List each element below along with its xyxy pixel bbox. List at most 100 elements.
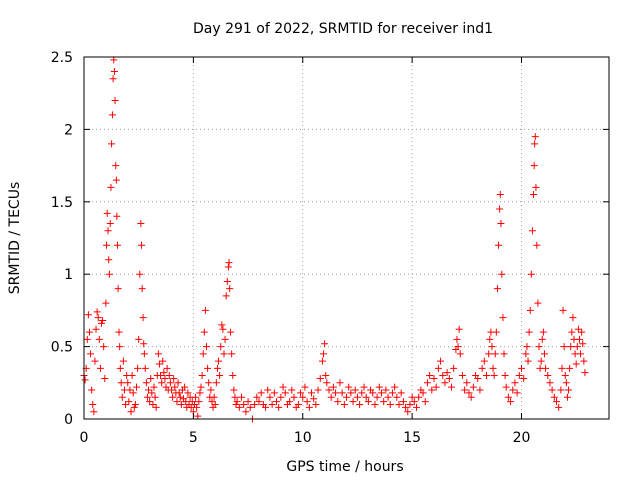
data-point xyxy=(353,393,361,401)
data-point xyxy=(108,140,116,148)
data-point xyxy=(362,393,370,401)
data-point xyxy=(428,386,436,394)
data-point xyxy=(126,386,134,394)
data-point xyxy=(218,321,226,329)
data-point xyxy=(99,317,107,325)
data-point xyxy=(578,328,586,336)
data-point xyxy=(498,270,506,278)
data-point xyxy=(84,311,92,319)
data-point xyxy=(299,393,307,401)
data-point xyxy=(327,393,335,401)
data-point xyxy=(483,372,490,380)
data-point xyxy=(397,389,405,397)
data-point xyxy=(410,398,418,406)
data-point xyxy=(215,357,223,365)
data-point xyxy=(204,364,212,372)
data-point xyxy=(221,335,229,343)
data-point xyxy=(540,350,548,358)
data-point xyxy=(562,379,570,387)
data-point xyxy=(217,343,225,351)
data-point xyxy=(138,285,146,293)
data-point xyxy=(226,285,234,293)
data-point xyxy=(240,401,248,409)
data-point xyxy=(227,328,235,336)
y-tick-label: 0.5 xyxy=(51,340,73,356)
data-point xyxy=(101,374,109,382)
data-point xyxy=(242,408,250,416)
data-point xyxy=(273,398,280,406)
data-point xyxy=(537,357,545,365)
data-point xyxy=(573,343,581,351)
data-point xyxy=(404,408,412,416)
data-point xyxy=(458,372,466,380)
data-point xyxy=(495,241,503,249)
data-point xyxy=(175,389,183,397)
data-point xyxy=(140,340,148,348)
data-point xyxy=(534,299,542,307)
data-point xyxy=(329,383,337,391)
data-point xyxy=(151,393,159,401)
data-point xyxy=(369,389,377,397)
y-axis-title: SRMTID / TECUs xyxy=(7,182,23,295)
data-point xyxy=(568,328,576,336)
data-point xyxy=(501,372,509,380)
plot-frame xyxy=(83,56,610,420)
data-point xyxy=(85,328,93,336)
data-point xyxy=(232,401,240,409)
data-point xyxy=(203,343,210,351)
data-point xyxy=(169,393,177,401)
data-point xyxy=(137,220,145,228)
data-point xyxy=(95,335,103,343)
data-point xyxy=(93,308,101,316)
data-point xyxy=(145,386,153,394)
data-point xyxy=(138,241,146,249)
data-point xyxy=(246,403,254,411)
data-point xyxy=(150,383,158,391)
data-point xyxy=(193,403,201,411)
data-point xyxy=(257,389,265,397)
data-point xyxy=(321,340,329,348)
data-point xyxy=(461,386,469,394)
data-point xyxy=(343,393,350,401)
data-point xyxy=(308,389,315,397)
data-point xyxy=(305,403,313,411)
data-point xyxy=(92,325,100,333)
data-point xyxy=(430,374,438,382)
x-tick-label: 20 xyxy=(513,430,531,446)
x-tick-label: 0 xyxy=(80,430,89,446)
y-tick-label: 0 xyxy=(64,412,73,428)
data-point xyxy=(386,401,394,409)
data-point xyxy=(336,379,344,387)
data-point xyxy=(548,386,556,394)
grid xyxy=(84,57,609,419)
data-point xyxy=(148,389,156,397)
data-point xyxy=(182,398,190,406)
data-point xyxy=(530,162,538,170)
data-point xyxy=(275,403,283,411)
data-point xyxy=(395,401,403,409)
data-point xyxy=(94,314,102,322)
data-point xyxy=(290,393,298,401)
data-point xyxy=(542,364,550,372)
data-point xyxy=(500,350,508,358)
data-point xyxy=(125,398,133,406)
data-point xyxy=(219,325,227,333)
data-point xyxy=(168,386,175,394)
data-point xyxy=(115,328,123,336)
data-point xyxy=(535,343,543,351)
data-point xyxy=(419,389,427,397)
data-point xyxy=(531,133,539,141)
data-point xyxy=(233,398,241,406)
data-point xyxy=(463,379,471,387)
data-point xyxy=(474,374,482,382)
data-point xyxy=(163,364,171,372)
data-point xyxy=(318,357,326,365)
data-point xyxy=(89,401,97,409)
data-point xyxy=(157,372,165,380)
x-tick-label: 15 xyxy=(403,430,421,446)
data-point xyxy=(325,386,333,394)
data-point xyxy=(371,401,379,409)
data-point xyxy=(358,389,366,397)
data-point xyxy=(480,357,488,365)
